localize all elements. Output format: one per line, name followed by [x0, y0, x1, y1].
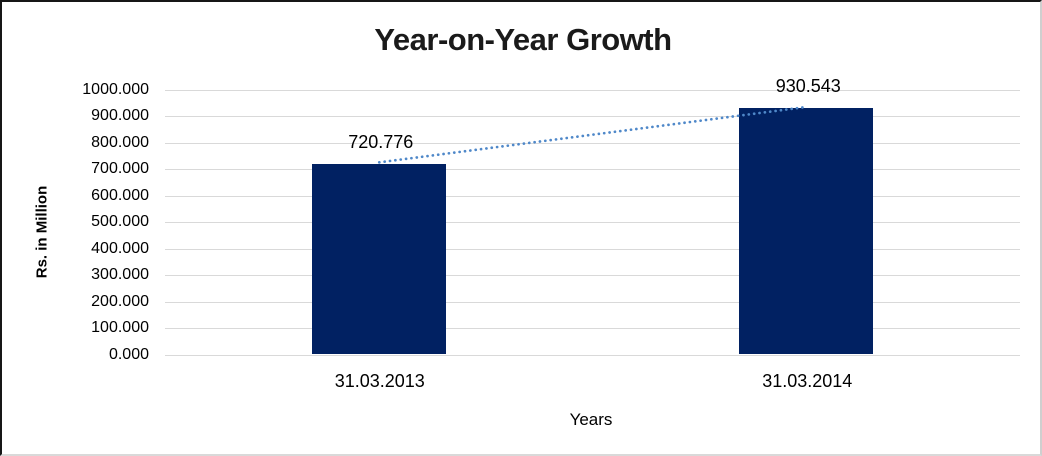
gridline — [165, 328, 1020, 330]
gridline — [165, 142, 1020, 144]
bar — [739, 108, 874, 355]
y-tick-label: 1000.000 — [82, 81, 149, 98]
y-tick-label: 100.000 — [91, 319, 149, 337]
y-tick-label: 600.000 — [91, 186, 149, 204]
x-axis-title: Years — [569, 410, 613, 429]
gridline — [165, 248, 1020, 250]
gridline — [165, 222, 1020, 224]
y-tick-label: 200.000 — [91, 292, 149, 310]
y-tick-label: 400.000 — [91, 239, 149, 257]
y-tick-label: 900.000 — [91, 107, 149, 125]
x-tick-label: 31.03.2013 — [334, 371, 425, 391]
y-tick-label: 500.000 — [91, 213, 149, 231]
gridline — [165, 116, 1020, 118]
gridline — [165, 169, 1020, 171]
bar-data-label: 720.776 — [348, 131, 414, 152]
y-tick-label: 300.000 — [91, 266, 149, 284]
bar — [311, 163, 446, 355]
gridline — [165, 195, 1020, 197]
x-tick-label: 31.03.2014 — [762, 371, 853, 391]
y-tick-label: 800.000 — [91, 133, 149, 151]
y-tick-label: 0.000 — [108, 345, 149, 363]
gridline — [165, 275, 1020, 277]
gridline — [165, 90, 1020, 91]
gridline — [165, 354, 1020, 356]
chart-title: Year-on-Year Growth — [374, 22, 672, 57]
bar-data-label: 930.543 — [775, 76, 841, 97]
y-tick-label: 700.000 — [91, 160, 149, 178]
gridline — [165, 301, 1020, 303]
